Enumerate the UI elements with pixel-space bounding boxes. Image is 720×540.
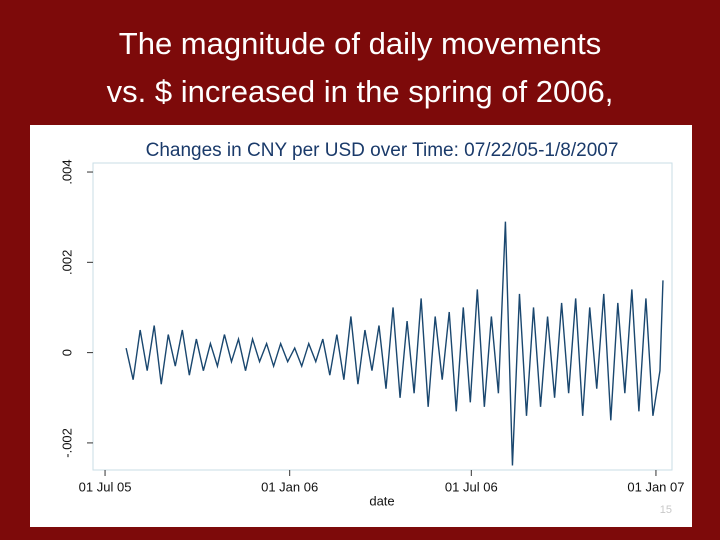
y-tick-label: -.002: [59, 428, 74, 458]
x-tick-label: 01 Jul 06: [445, 479, 498, 494]
y-tick-label: .002: [59, 250, 74, 275]
chart-title: Changes in CNY per USD over Time: 07/22/…: [146, 140, 619, 161]
data-line: [125, 221, 664, 466]
y-tick-label: .004: [59, 159, 74, 184]
slide-title: vs. $ increased in the spring of 2006,: [106, 74, 614, 109]
x-tick-label: 01 Jan 07: [627, 479, 684, 494]
y-tick-label: 0: [59, 349, 74, 356]
x-axis-label: date: [369, 493, 394, 508]
slide-title: The magnitude of daily movements: [118, 26, 602, 61]
plot-area: [92, 162, 673, 471]
page-number: 15: [660, 504, 672, 516]
x-tick-label: 01 Jan 06: [261, 479, 318, 494]
x-tick-label: 01 Jul 05: [79, 479, 132, 494]
